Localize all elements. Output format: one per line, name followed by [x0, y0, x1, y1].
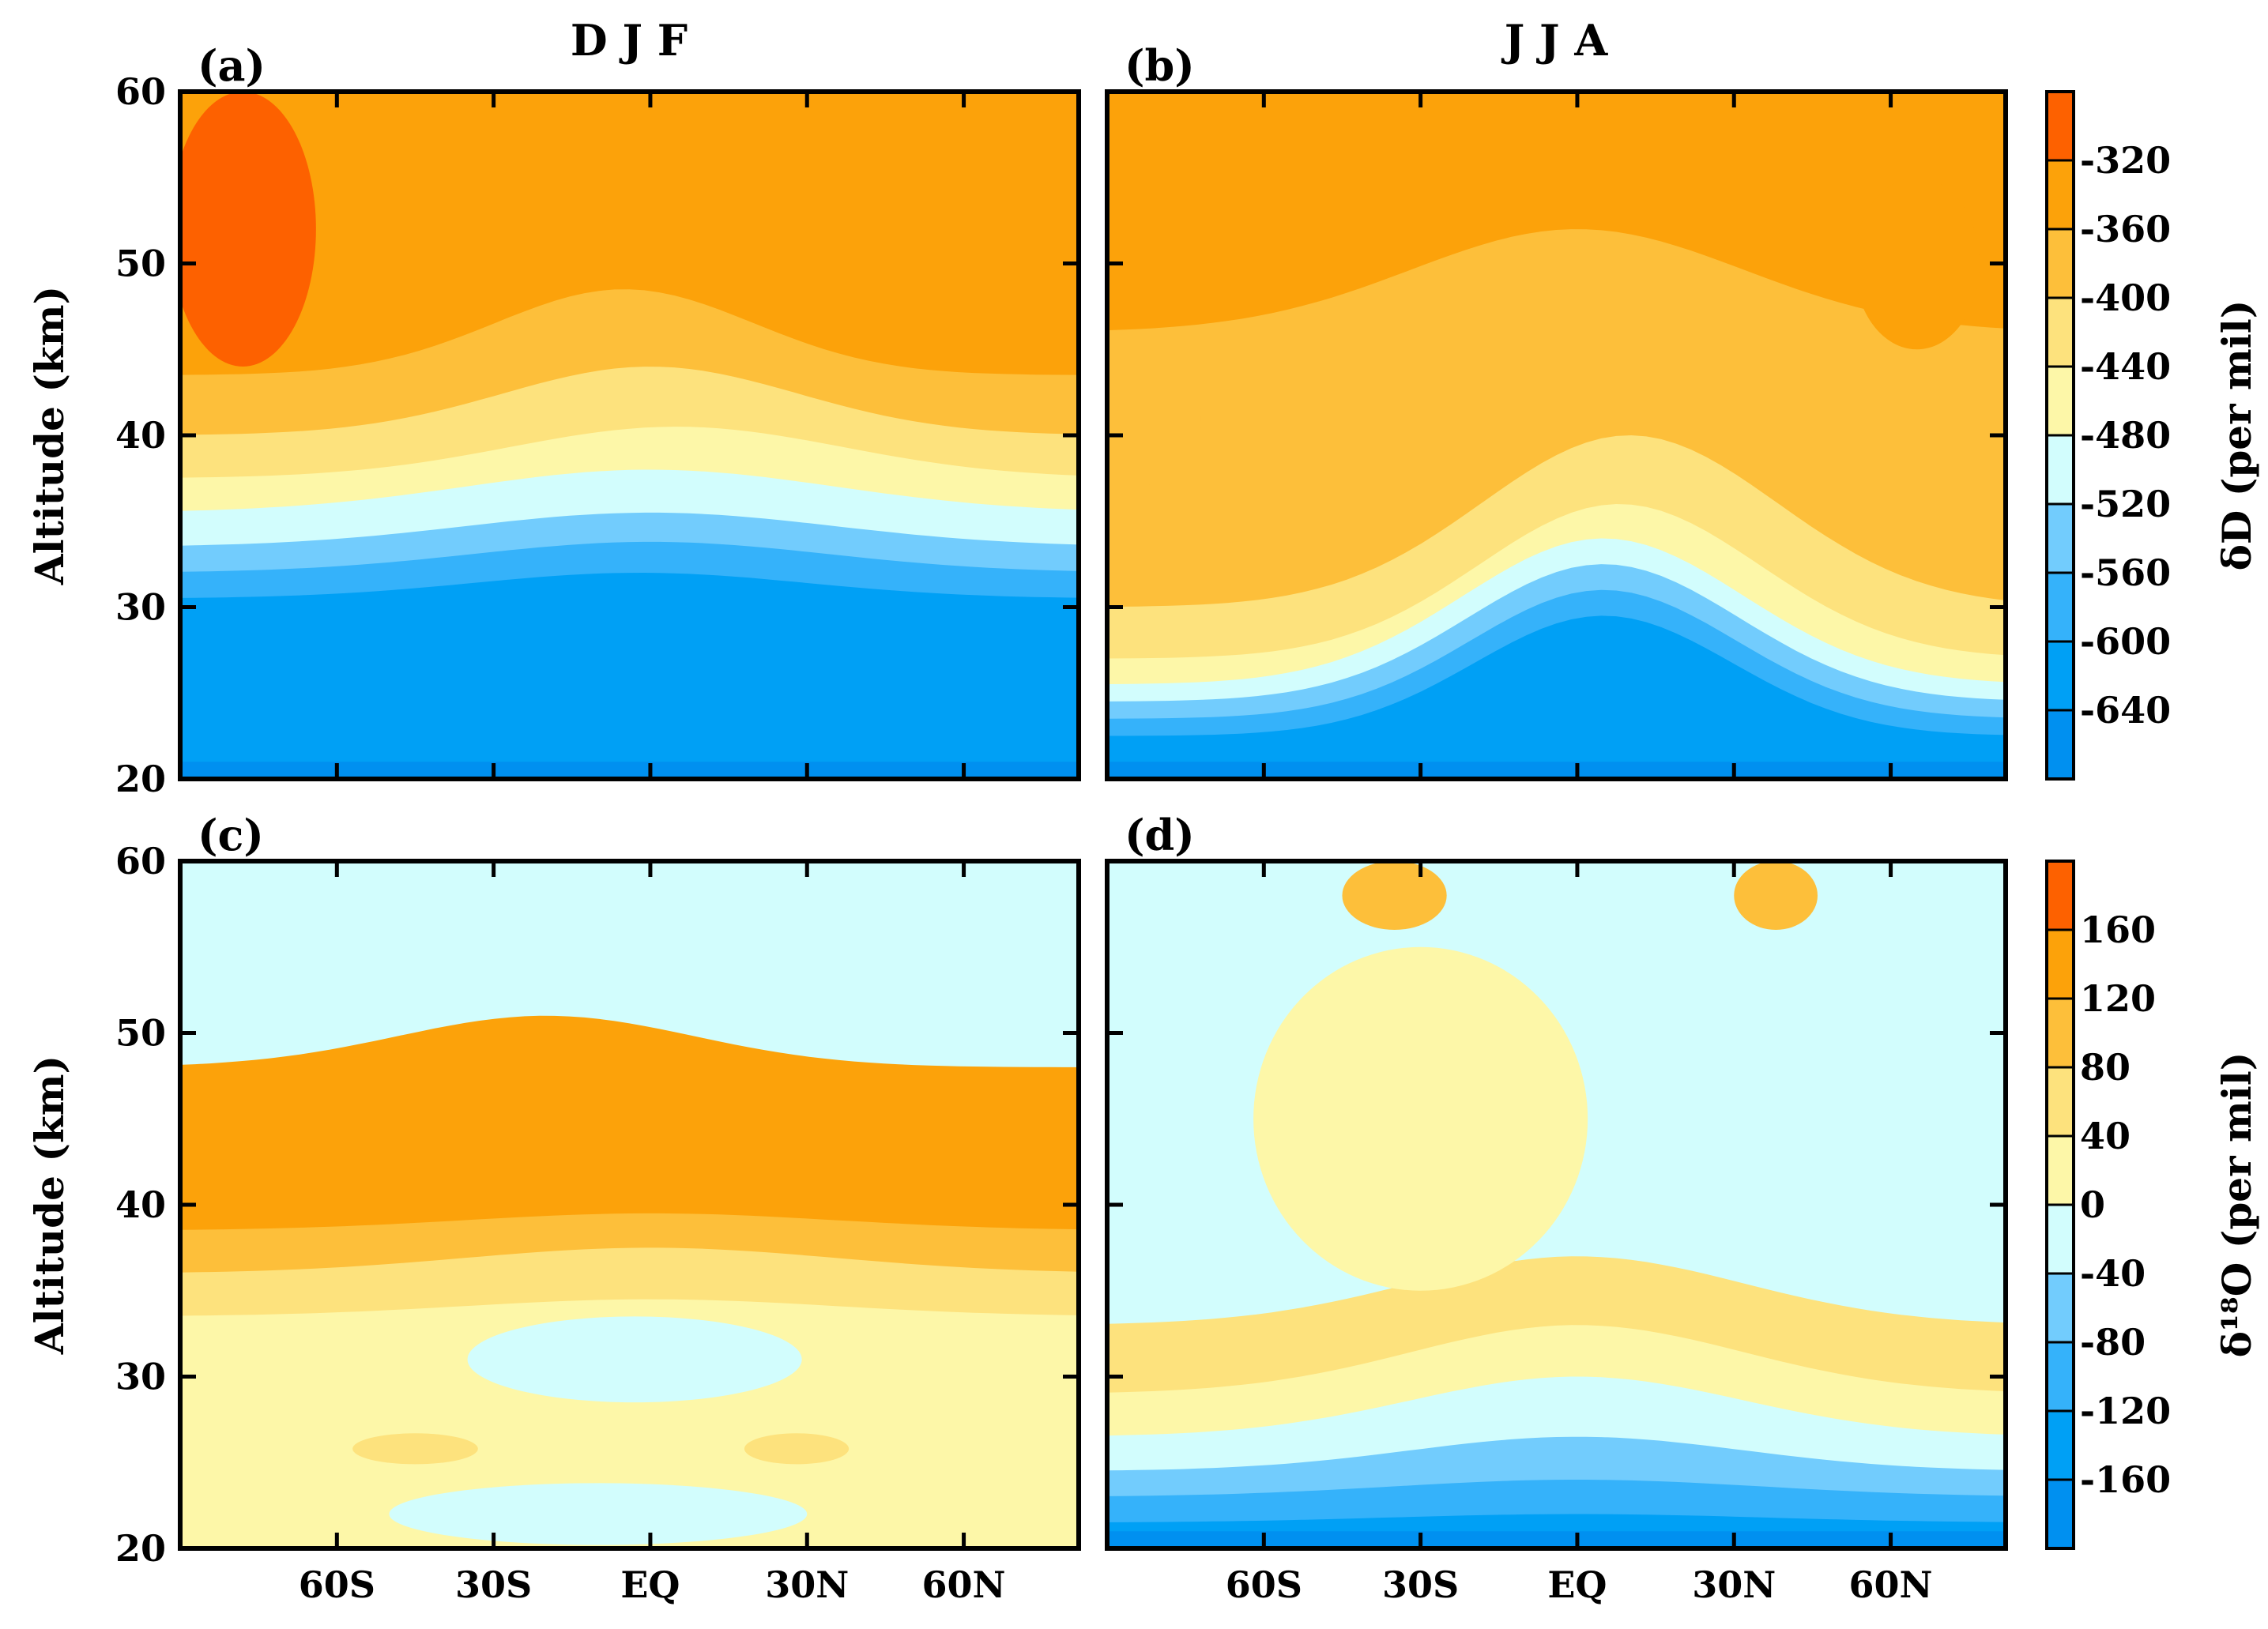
x-tick-label: 60S: [1226, 1563, 1302, 1606]
x-tick-label: 30S: [1382, 1563, 1459, 1606]
colorbar-tick-label: 80: [2080, 1046, 2130, 1089]
colorbar-swatch: [2047, 710, 2074, 779]
contour-patch-0: [180, 92, 316, 367]
colorbar-swatch: [2047, 1067, 2074, 1136]
y-tick-label: 40: [115, 414, 166, 457]
colorbar-label-delta-d: δD (per mil): [2213, 300, 2260, 571]
title-jja: J J A: [1501, 15, 1609, 66]
colorbar-swatch: [2047, 160, 2074, 229]
colorbar-tick-label: -600: [2080, 620, 2171, 663]
colorbar-swatch: [2047, 1136, 2074, 1205]
colorbar-tick-label: -560: [2080, 551, 2171, 594]
y-tick-label: 20: [115, 1527, 166, 1570]
panel-label-b: (b): [1125, 40, 1195, 91]
colorbar-swatch: [2047, 1480, 2074, 1548]
panel-label-d: (d): [1125, 810, 1195, 860]
colorbar-swatch: [2047, 1205, 2074, 1273]
ylabel-top: Altitude (km): [26, 286, 73, 585]
contour-patch-0: [467, 1316, 802, 1403]
colorbar-tick-label: -360: [2080, 208, 2171, 250]
y-tick-label: 30: [115, 586, 166, 629]
x-tick-label: 30N: [1692, 1563, 1776, 1606]
contour-band-3: [180, 1299, 1079, 1548]
plot-area-c: [180, 861, 1079, 1548]
x-tick-label: EQ: [1547, 1563, 1607, 1606]
colorbar-swatch: [2047, 298, 2074, 367]
colorbar-delta-d: -320 -360 -400 -440 -480 -520 -560 -600 -640: [2045, 90, 2171, 781]
panel-label-a: (a): [198, 40, 266, 91]
contour-patch-3: [744, 1433, 850, 1465]
x-tick-label: 60S: [299, 1563, 375, 1606]
contour-patch-2: [1734, 861, 1818, 930]
colorbar-swatch: [2047, 504, 2074, 573]
colorbar-tick-label: -440: [2080, 345, 2171, 388]
contour-patch-1: [1342, 861, 1447, 930]
axis-ticks: 20 30 40 50 60 60S 30S EQ 30N 60N 20 30 40 50 60 60S 30S…: [115, 70, 2006, 1606]
y-tick-label: 30: [115, 1356, 166, 1398]
colorbar-swatch: [2047, 1273, 2074, 1342]
colorbar-tick-label: -520: [2080, 483, 2171, 525]
x-tick-label: 60N: [922, 1563, 1006, 1606]
colorbar-tick-label: -40: [2080, 1252, 2146, 1295]
colorbar-swatch: [2047, 573, 2074, 641]
plot-area-d: [1107, 861, 2006, 1548]
y-tick-label: 60: [115, 70, 166, 113]
x-tick-label: 30S: [455, 1563, 532, 1606]
x-tick-label: EQ: [620, 1563, 680, 1606]
colorbar-delta-18o: 160 120 80 40 0 -40 -80 -120 -160: [2045, 860, 2171, 1550]
colorbar-tick-label: -640: [2080, 689, 2171, 732]
colorbar-tick-label: 160: [2080, 909, 2156, 951]
colorbar-swatch: [2047, 367, 2074, 435]
y-tick-label: 40: [115, 1183, 166, 1226]
colorbar-tick-label: -160: [2080, 1458, 2171, 1501]
colorbar-swatch: [2047, 1411, 2074, 1480]
contour-band-bottom: [180, 762, 1079, 779]
colorbar-swatch: [2047, 435, 2074, 504]
colorbar-tick-label: 40: [2080, 1115, 2130, 1157]
title-djf: D J F: [571, 15, 688, 66]
contour-patch-1: [389, 1483, 808, 1545]
colorbar-tick-label: -320: [2080, 139, 2171, 182]
colorbar-swatch: [2047, 641, 2074, 710]
colorbar-swatch: [2047, 92, 2074, 160]
colorbar-swatch: [2047, 1342, 2074, 1411]
colorbar-swatch: [2047, 229, 2074, 298]
y-tick-label: 20: [115, 758, 166, 800]
contour-band-6: [1107, 615, 2006, 779]
x-tick-label: 60N: [1849, 1563, 1933, 1606]
y-tick-label: 50: [115, 243, 166, 285]
contour-patch-2: [352, 1433, 478, 1465]
contour-band-6: [180, 573, 1079, 779]
plot-area-a: [180, 92, 1079, 779]
contour-band-bottom: [1107, 1531, 2006, 1548]
ylabel-bottom: Altitude (km): [26, 1055, 73, 1355]
x-tick-label: 30N: [765, 1563, 849, 1606]
colorbar-label-delta-18o: δ¹⁸O (per mil): [2213, 1052, 2260, 1358]
colorbar-tick-label: 120: [2080, 977, 2156, 1020]
colorbar-tick-label: -480: [2080, 414, 2171, 457]
colorbar-swatch: [2047, 930, 2074, 999]
colorbar-tick-label: -400: [2080, 277, 2171, 319]
contour-patch-0: [1117, 349, 1201, 487]
contour-band-bottom: [1107, 762, 2006, 779]
contour-patch-1: [1854, 177, 1980, 350]
colorbar-tick-label: -80: [2080, 1321, 2146, 1364]
y-tick-label: 50: [115, 1012, 166, 1055]
contour-patch-0: [1253, 946, 1588, 1291]
colorbar-tick-label: 0: [2080, 1183, 2105, 1226]
panel-label-c: (c): [198, 810, 264, 860]
y-tick-label: 60: [115, 840, 166, 882]
colorbar-tick-label: -120: [2080, 1390, 2171, 1432]
plot-area-b: [1107, 92, 2006, 779]
colorbar-swatch: [2047, 861, 2074, 930]
colorbar-swatch: [2047, 999, 2074, 1067]
